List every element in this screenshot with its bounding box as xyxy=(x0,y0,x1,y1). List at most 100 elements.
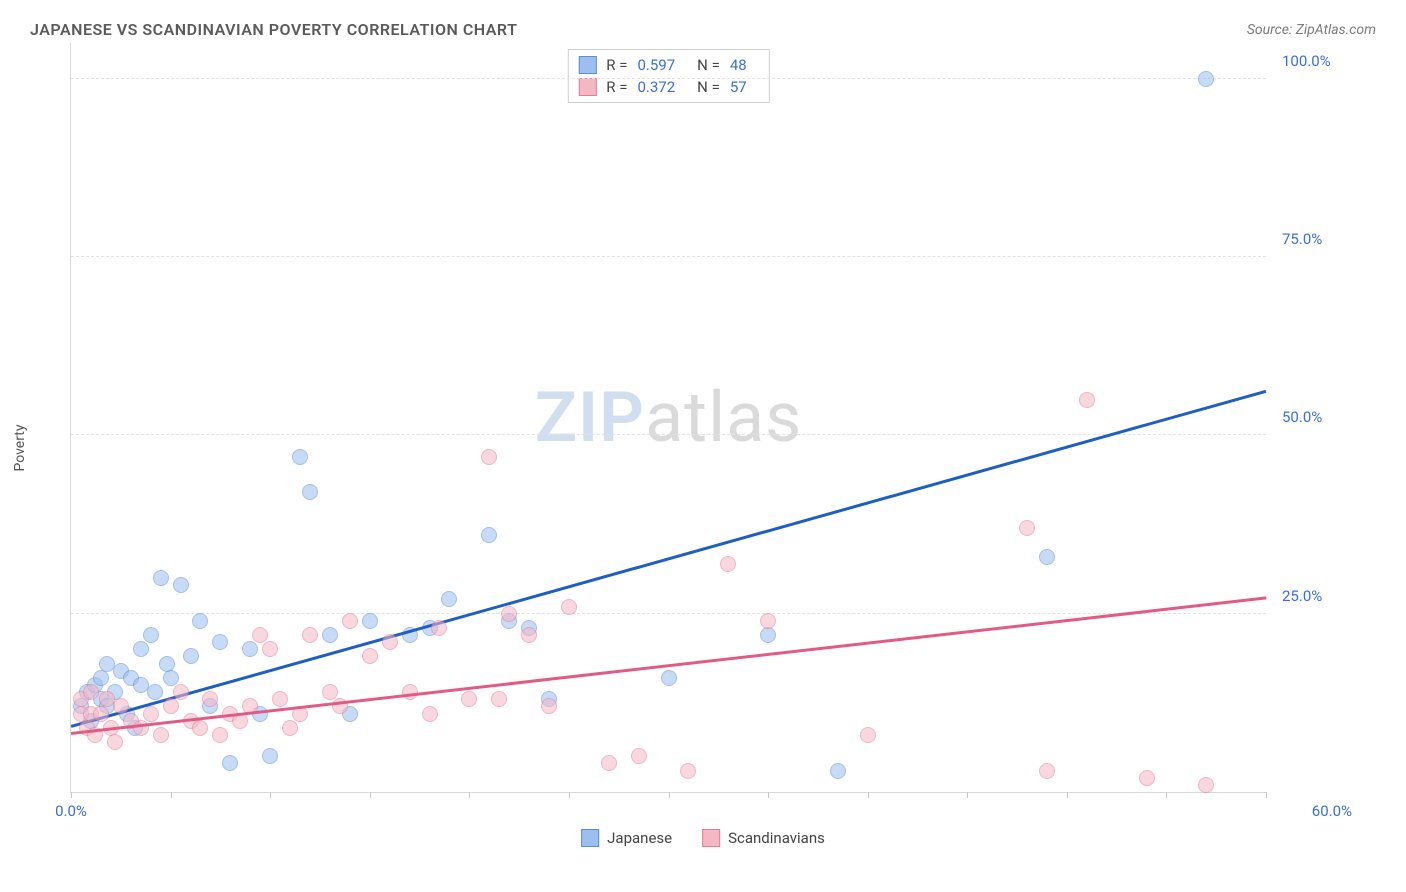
data-point xyxy=(322,627,338,643)
data-point xyxy=(1198,777,1214,793)
gridline-h xyxy=(71,78,1266,79)
data-point xyxy=(107,734,123,750)
y-tick-label: 25.0% xyxy=(1282,587,1352,605)
data-point xyxy=(93,706,109,722)
legend-swatch xyxy=(578,56,596,74)
stat-n-label: N = xyxy=(697,56,720,74)
data-point xyxy=(1039,763,1055,779)
data-point xyxy=(252,627,268,643)
x-tick xyxy=(768,792,769,798)
data-point xyxy=(153,727,169,743)
legend-label: Scandinavians xyxy=(728,829,825,847)
legend-swatch xyxy=(578,78,596,96)
data-point xyxy=(561,599,577,615)
legend-item: Japanese xyxy=(581,829,672,847)
data-point xyxy=(441,591,457,607)
x-tick xyxy=(469,792,470,798)
data-point xyxy=(173,684,189,700)
stat-n-value: 48 xyxy=(730,56,747,74)
data-point xyxy=(1019,520,1035,536)
stats-legend: R = 0.597 N = 48 R =0.372N =57 xyxy=(567,49,769,103)
data-point xyxy=(262,641,278,657)
x-tick xyxy=(569,792,570,798)
legend-swatch xyxy=(581,829,599,847)
data-point xyxy=(1139,770,1155,786)
data-point xyxy=(631,748,647,764)
data-point xyxy=(342,613,358,629)
x-tick xyxy=(1166,792,1167,798)
data-point xyxy=(292,449,308,465)
x-tick xyxy=(171,792,172,798)
data-point xyxy=(282,720,298,736)
data-point xyxy=(143,627,159,643)
data-point xyxy=(860,727,876,743)
data-point xyxy=(302,484,318,500)
x-tick-label: 0.0% xyxy=(55,802,87,820)
data-point xyxy=(173,577,189,593)
data-point xyxy=(760,627,776,643)
data-point xyxy=(521,627,537,643)
data-point xyxy=(661,670,677,686)
x-tick-label: 60.0% xyxy=(1312,802,1352,820)
data-point xyxy=(461,691,477,707)
legend-swatch xyxy=(702,829,720,847)
stat-n-label: N = xyxy=(697,78,720,96)
data-point xyxy=(830,763,846,779)
header: JAPANESE VS SCANDINAVIAN POVERTY CORRELA… xyxy=(30,20,1376,39)
data-point xyxy=(601,755,617,771)
y-tick-label: 100.0% xyxy=(1282,52,1352,70)
data-point xyxy=(1039,549,1055,565)
chart-title: JAPANESE VS SCANDINAVIAN POVERTY CORRELA… xyxy=(30,20,517,39)
chart-container: JAPANESE VS SCANDINAVIAN POVERTY CORRELA… xyxy=(0,0,1406,892)
gridline-h xyxy=(71,256,1266,257)
data-point xyxy=(163,698,179,714)
data-point xyxy=(212,727,228,743)
x-tick xyxy=(71,792,72,798)
data-point xyxy=(1198,71,1214,87)
data-point xyxy=(192,613,208,629)
data-point xyxy=(362,648,378,664)
data-point xyxy=(163,670,179,686)
data-point xyxy=(153,570,169,586)
data-point xyxy=(481,449,497,465)
data-point xyxy=(272,691,288,707)
stats-row: R =0.372N =57 xyxy=(578,76,758,98)
data-point xyxy=(422,706,438,722)
data-point xyxy=(147,684,163,700)
data-point xyxy=(222,755,238,771)
data-point xyxy=(431,620,447,636)
x-tick xyxy=(1067,792,1068,798)
data-point xyxy=(242,641,258,657)
data-point xyxy=(192,720,208,736)
stat-r-label: R = xyxy=(606,78,627,96)
data-point xyxy=(262,748,278,764)
x-tick xyxy=(669,792,670,798)
data-point xyxy=(113,698,129,714)
y-tick-label: 50.0% xyxy=(1282,408,1352,426)
x-tick xyxy=(370,792,371,798)
data-point xyxy=(302,627,318,643)
data-point xyxy=(541,698,557,714)
data-point xyxy=(212,634,228,650)
data-point xyxy=(83,684,99,700)
data-point xyxy=(362,613,378,629)
gridline-h xyxy=(71,613,1266,614)
stat-r-label: R = xyxy=(606,56,627,74)
y-tick-label: 75.0% xyxy=(1282,230,1352,248)
x-tick xyxy=(868,792,869,798)
x-tick xyxy=(1266,792,1267,798)
data-point xyxy=(133,720,149,736)
data-point xyxy=(680,763,696,779)
x-tick xyxy=(967,792,968,798)
watermark: ZIPatlas xyxy=(535,377,803,459)
gridline-h xyxy=(71,434,1266,435)
data-point xyxy=(491,691,507,707)
data-point xyxy=(501,606,517,622)
data-point xyxy=(322,684,338,700)
bottom-legend: Japanese Scandinavians xyxy=(581,829,825,847)
data-point xyxy=(1079,392,1095,408)
stat-r-value: 0.597 xyxy=(637,56,675,74)
data-point xyxy=(183,648,199,664)
data-point xyxy=(93,670,109,686)
data-point xyxy=(143,706,159,722)
